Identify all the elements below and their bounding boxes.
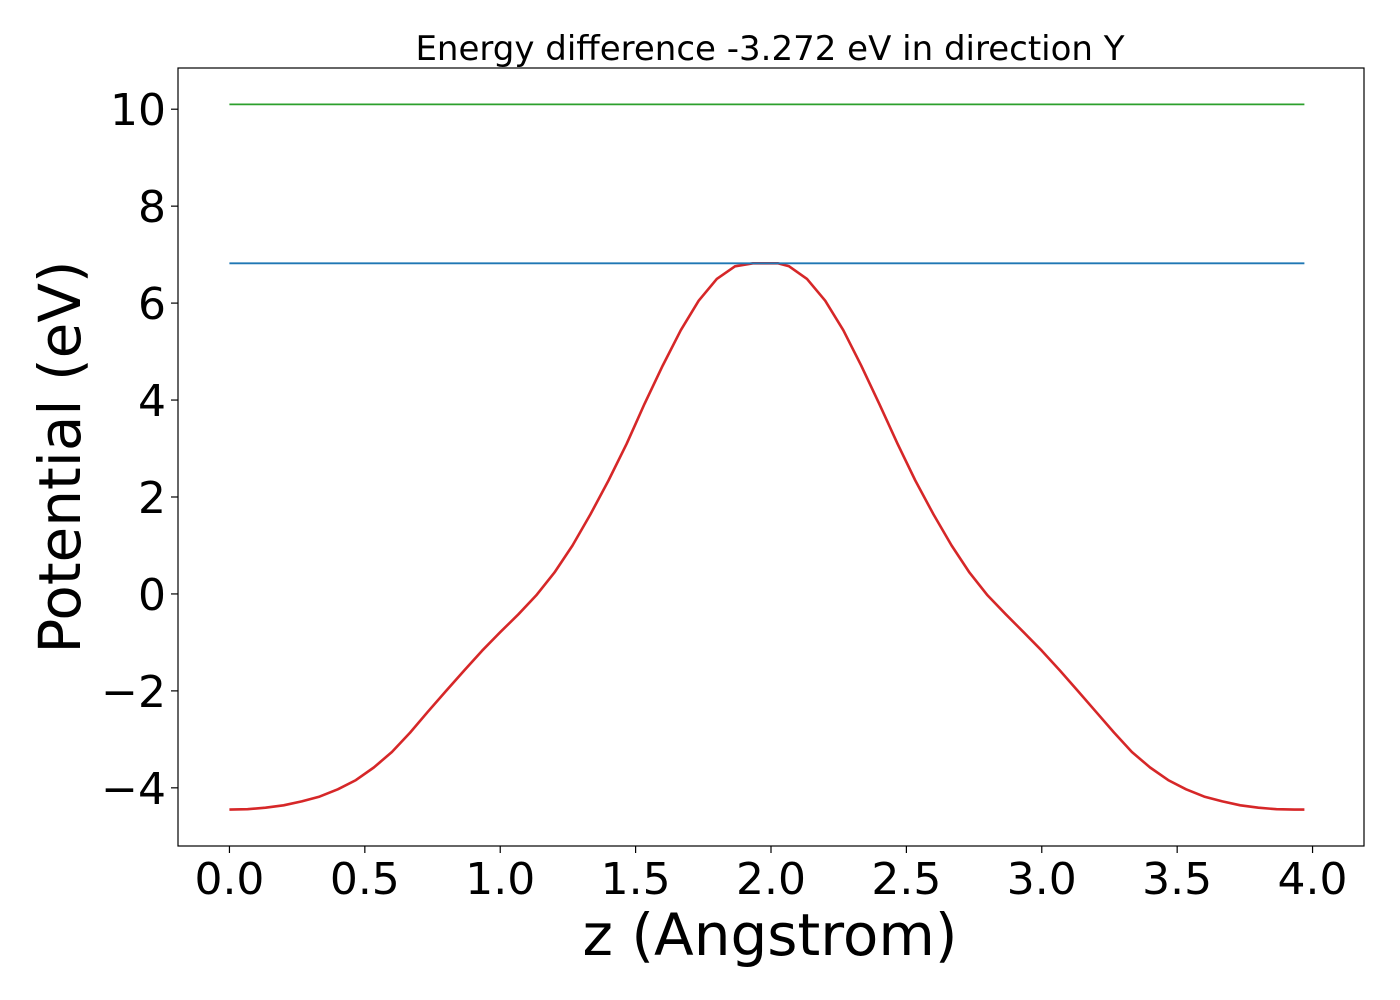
chart-title: Energy difference -3.272 eV in direction…: [415, 29, 1124, 69]
series-group: [229, 103, 1305, 811]
y-tick-label: 6: [138, 279, 166, 330]
x-axis-label: z (Angstrom): [583, 901, 958, 969]
y-tick-label: −4: [101, 764, 166, 815]
y-tick-label: 2: [138, 473, 166, 524]
y-ticks: −4 −2 0 2 4 6 8 10: [101, 85, 178, 815]
y-tick-label: 4: [138, 376, 166, 427]
y-axis-label: Potential (eV): [26, 260, 94, 653]
x-tick-label: 2.5: [871, 854, 941, 905]
plot-frame: [177, 67, 1365, 847]
x-tick-label: 0.5: [330, 854, 400, 905]
y-tick-label: −2: [101, 667, 166, 718]
y-tick-label: 8: [138, 182, 166, 233]
x-ticks: 0.0 0.5 1.0 1.5 2.0 2.5 3.0 3.5 4.0: [194, 846, 1348, 905]
x-tick-label: 1.0: [465, 854, 535, 905]
y-tick-label: 0: [138, 570, 166, 621]
y-tick-label: 10: [110, 85, 166, 136]
x-tick-label: 3.0: [1007, 854, 1077, 905]
x-tick-label: 0.0: [194, 854, 264, 905]
series-line-0: [229, 261, 1305, 811]
x-tick-label: 3.5: [1142, 854, 1212, 905]
x-tick-label: 1.5: [601, 854, 671, 905]
x-tick-label: 2.0: [736, 854, 806, 905]
x-tick-label: 4.0: [1278, 854, 1348, 905]
